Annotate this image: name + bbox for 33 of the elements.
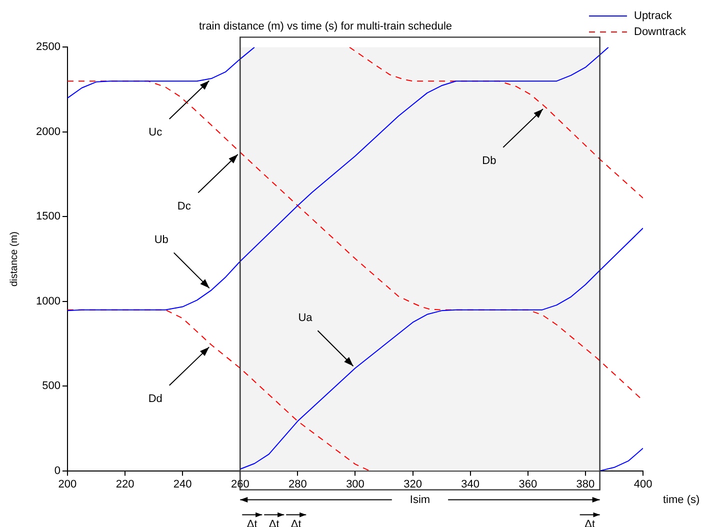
x-tick-label: 200 — [58, 478, 77, 490]
chart-title: train distance (m) vs time (s) for multi-train schedule — [198, 20, 452, 33]
annotation: Db — [482, 154, 496, 167]
x-tick-label: 340 — [461, 478, 480, 490]
y-tick-label: 1500 — [36, 210, 60, 223]
x-tick-label: 300 — [346, 478, 364, 490]
y-tick-label: 2500 — [36, 41, 60, 54]
y-tick-label: 2000 — [36, 126, 60, 138]
band-label: Isim — [410, 494, 430, 506]
text: Δt — [290, 518, 302, 527]
y-axis-title: distance (m) — [8, 231, 20, 287]
line-series — [348, 47, 643, 198]
annotation: Ub — [154, 234, 168, 246]
annotation: Uc — [148, 126, 163, 139]
y-tick-label: 1000 — [36, 295, 60, 308]
x-tick-label: 320 — [404, 478, 422, 490]
text: Δt — [268, 518, 280, 527]
annotation: Ua — [298, 312, 314, 324]
x-tick-label: 360 — [518, 478, 538, 490]
annotation: Dc — [177, 200, 192, 212]
x-tick-label: 380 — [576, 478, 595, 490]
text: Δt — [584, 518, 596, 527]
y-tick-label: 500 — [42, 380, 60, 392]
x-tick-label: 280 — [288, 478, 307, 490]
x-axis-title: time (s) — [663, 494, 700, 506]
x-tick-label: 240 — [173, 478, 192, 490]
x-tick-label: 400 — [634, 478, 652, 490]
y-tick-label: 0 — [54, 464, 60, 477]
x-tick-label: 220 — [116, 478, 134, 490]
annotation: Dd — [148, 392, 162, 405]
legend-label: Uptrack — [634, 10, 672, 22]
legend-label: Downtrack — [634, 26, 686, 38]
text: Δt — [246, 518, 258, 527]
